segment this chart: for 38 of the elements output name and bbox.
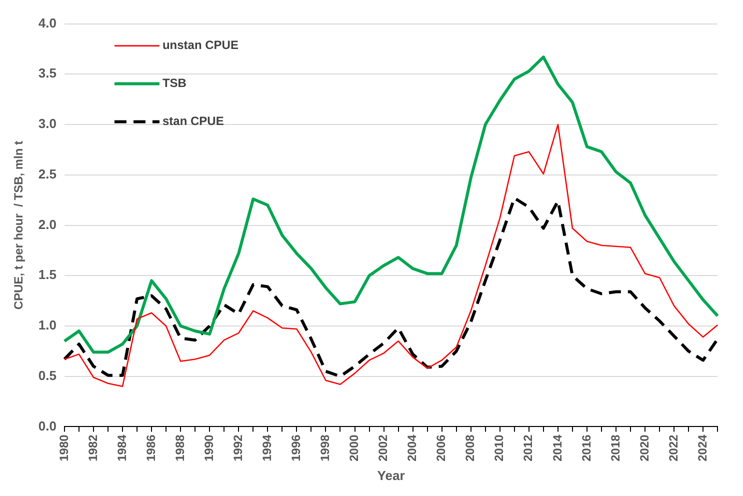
x-tick-label: 2000 [347, 434, 362, 462]
x-tick-label: 2024 [695, 434, 710, 462]
y-tick-label: 0.5 [38, 368, 56, 383]
x-tick-label: 1998 [318, 434, 332, 462]
x-tick-label: 1982 [86, 434, 100, 462]
x-axis-title: Year [377, 468, 405, 483]
x-tick-label: 1996 [289, 434, 304, 462]
x-tick-label: 2016 [579, 434, 594, 462]
x-tick-label: 1988 [172, 434, 187, 462]
y-tick-label: 4.0 [38, 15, 56, 30]
x-tick-label: 1992 [230, 434, 245, 462]
y-tick-label: 3.5 [38, 66, 56, 81]
x-tick-label: 2022 [666, 434, 680, 462]
legend-label: stan CPUE [162, 114, 224, 128]
y-tick-label: 2.5 [38, 166, 56, 182]
x-tick-label: 2012 [521, 434, 536, 462]
y-tick-label: 1.0 [38, 318, 56, 333]
y-tick-label: 1.5 [38, 267, 56, 282]
legend-label: unstan CPUE [162, 38, 238, 52]
x-tick-label: 2004 [405, 434, 420, 462]
x-tick-label: 1980 [56, 434, 71, 462]
x-tick-label: 2006 [434, 434, 448, 462]
y-axis-title: CPUE, t per hour / TSB, mln t [12, 140, 26, 310]
line-series [62, 196, 720, 378]
y-tick-label: 0.0 [38, 418, 56, 434]
legend-label: TSB [162, 76, 187, 90]
y-tick-label: 3.0 [38, 116, 56, 132]
x-tick-label: 2010 [492, 434, 506, 462]
x-tick-label: 1990 [202, 434, 216, 462]
x-tick-label: 2018 [608, 434, 622, 462]
x-tick-label: 2020 [637, 434, 652, 462]
x-tick-label: 2014 [550, 434, 564, 462]
x-tick-label: 1984 [114, 434, 129, 462]
x-tick-label: 2002 [376, 434, 390, 462]
x-tick-label: 1986 [144, 434, 158, 462]
y-tick-label: 2.0 [38, 216, 56, 232]
x-tick-label: 1994 [260, 434, 274, 462]
x-tick-label: 2008 [463, 434, 478, 462]
